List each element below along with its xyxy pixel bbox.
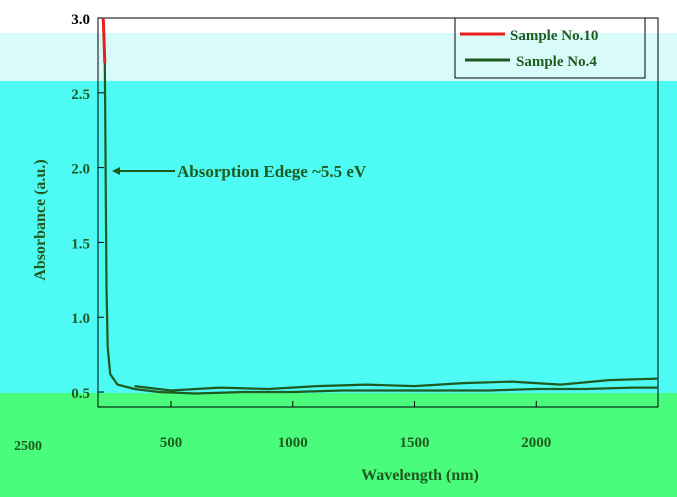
plot-frame [97, 17, 659, 408]
annotation: Absorption Edege ~5.5 eV [112, 162, 367, 181]
y-tick-label: 2.5 [71, 87, 90, 103]
annotation-arrow-head [112, 167, 120, 175]
legend-label-series-1: Sample No.10 [510, 28, 598, 44]
bg-top-band [0, 33, 677, 81]
legend-box [454, 17, 646, 79]
stray-tick-label: 2500 [14, 439, 42, 454]
x-tick-label: 500 [160, 435, 183, 451]
series-layer [101, 17, 659, 395]
bg-bottom-band [0, 393, 677, 497]
legend: Sample No.10 Sample No.4 [454, 17, 646, 79]
series-line-2 [103, 62, 658, 395]
y-axis-title: Absorbance (a.u.) [32, 159, 49, 280]
y-tick-label: 1.5 [71, 236, 90, 252]
annotation-text: Absorption Edege ~5.5 eV [177, 162, 367, 181]
y-tick-label: 0.5 [71, 386, 90, 402]
x-axis-title: Wavelength (nm) [361, 467, 479, 484]
y-tick-label: 1.0 [71, 311, 90, 327]
x-tick-label: 1500 [400, 435, 430, 451]
bg-main [0, 81, 677, 393]
series-line-1 [101, 17, 107, 63]
y-tick-label: 3.0 [71, 12, 90, 28]
y-tick-label: 2.0 [71, 162, 90, 178]
x-tick-label: 2000 [521, 435, 551, 451]
x-tick-label: 1000 [278, 435, 308, 451]
legend-label-series-2: Sample No.4 [516, 54, 597, 70]
axes: 0.5 1.0 1.5 2.0 2.5 3.0 500 1000 1500 2000 [71, 12, 551, 451]
series-line-3 [134, 377, 659, 392]
